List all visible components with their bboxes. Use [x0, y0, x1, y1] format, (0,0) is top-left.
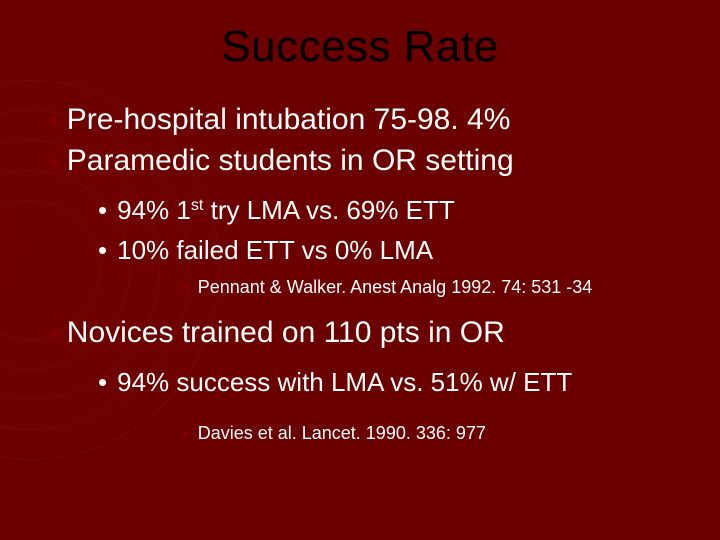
superscript: st	[191, 196, 204, 214]
diamond-icon: ◆	[48, 325, 59, 342]
bullet-level2: • 94% success with LMA vs. 51% w/ ETT	[98, 366, 680, 400]
text-fragment: 94% 1	[117, 195, 191, 225]
text-fragment: try LMA vs. 69% ETT	[203, 195, 454, 225]
bullet-level3-citation: ◆ Davies et al. Lancet. 1990. 336: 977	[182, 422, 680, 445]
bullet-level2: • 10% failed ETT vs 0% LMA	[98, 234, 680, 268]
dot-icon: •	[98, 194, 107, 228]
slide-title: Success Rate	[40, 22, 680, 72]
bullet-text: 94% success with LMA vs. 51% w/ ETT	[117, 366, 572, 400]
dot-icon: •	[98, 234, 107, 268]
diamond-icon: ◆	[182, 428, 190, 439]
bullet-level1: ◆ Novices trained on 110 pts in OR	[48, 313, 680, 352]
bullet-level3-citation: ◆ Pennant & Walker. Anest Analg 1992. 74…	[182, 276, 680, 299]
citation-text: Pennant & Walker. Anest Analg 1992. 74: …	[198, 276, 593, 299]
bullet-text: Pre-hospital intubation 75-98. 4%	[67, 100, 511, 139]
bullet-text: 10% failed ETT vs 0% LMA	[117, 234, 433, 268]
bullet-level1: ◆ Paramedic students in OR setting	[48, 141, 680, 180]
slide-content: ◆ Pre-hospital intubation 75-98. 4% ◆ Pa…	[40, 100, 680, 445]
diamond-icon: ◆	[48, 112, 59, 129]
dot-icon: •	[98, 366, 107, 400]
bullet-text: Novices trained on 110 pts in OR	[67, 313, 505, 352]
citation-text: Davies et al. Lancet. 1990. 336: 977	[198, 422, 486, 445]
bullet-level2: • 94% 1st try LMA vs. 69% ETT	[98, 194, 680, 228]
diamond-icon: ◆	[182, 282, 190, 293]
bullet-text: Paramedic students in OR setting	[67, 141, 514, 180]
bullet-level1: ◆ Pre-hospital intubation 75-98. 4%	[48, 100, 680, 139]
bullet-text: 94% 1st try LMA vs. 69% ETT	[117, 194, 455, 228]
slide: Success Rate ◆ Pre-hospital intubation 7…	[0, 0, 720, 540]
diamond-icon: ◆	[48, 153, 59, 170]
